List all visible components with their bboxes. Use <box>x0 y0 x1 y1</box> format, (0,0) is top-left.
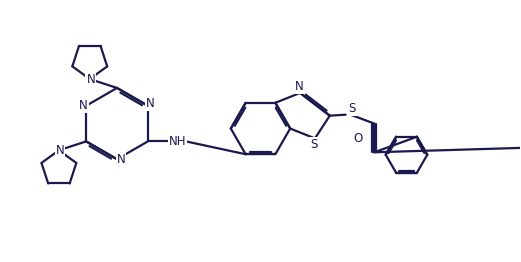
Text: N: N <box>56 144 64 157</box>
Text: NH: NH <box>169 135 187 148</box>
Text: N: N <box>79 99 88 112</box>
Text: S: S <box>311 138 318 151</box>
Text: O: O <box>354 132 363 145</box>
Text: N: N <box>295 80 303 93</box>
Text: N: N <box>117 153 126 166</box>
Text: S: S <box>349 102 356 115</box>
Text: N: N <box>86 73 95 85</box>
Text: N: N <box>146 97 155 110</box>
